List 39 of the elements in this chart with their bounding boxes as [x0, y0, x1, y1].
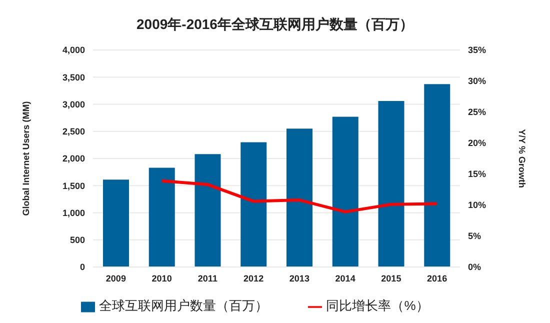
y-tick-label: 1,000 [62, 208, 85, 218]
y2-tick-label: 15% [468, 169, 486, 180]
x-tick-label: 2014 [335, 273, 356, 284]
y2-tick-label: 35% [468, 45, 486, 56]
bar [424, 84, 450, 267]
y2-tick-label: 30% [468, 76, 486, 86]
y-tick-label: 500 [70, 235, 85, 246]
line-series [160, 179, 439, 214]
y2-tick-label: 25% [468, 107, 486, 118]
bar [240, 142, 267, 267]
y2-tick-label: 0% [468, 262, 482, 272]
bar [148, 168, 175, 267]
bar [103, 180, 129, 267]
x-tick-label: 2013 [289, 273, 310, 284]
y2-tick-label: 10% [468, 200, 486, 210]
x-tick-label: 2009 [106, 273, 126, 284]
x-tick-label: 2012 [244, 273, 264, 284]
chart-title: 2009年-2016年全球互联网用户数量（百万） [136, 15, 414, 34]
y-tick-label: 3,000 [62, 99, 85, 110]
y-tick-label: 3,500 [62, 72, 85, 82]
y-tick-label: 1,500 [62, 180, 85, 191]
y-tick-label: 4,000 [62, 45, 85, 56]
x-tick-label: 2011 [198, 273, 218, 284]
legend-label: 全球互联网用户数量（百万） [99, 298, 268, 313]
bar [286, 128, 312, 267]
y2-tick-label: 5% [468, 231, 482, 242]
y-tick-label: 0 [80, 262, 85, 272]
x-tick-label: 2016 [427, 273, 448, 284]
y-tick-label: 2,000 [62, 154, 85, 164]
bar [194, 154, 221, 267]
bar [378, 100, 404, 267]
legend-label: 同比增长率（%） [326, 298, 429, 313]
y-axis-title: Global Internet Users (MM) [21, 101, 32, 216]
y2-tick-label: 20% [468, 138, 486, 148]
x-tick-label: 2015 [381, 273, 402, 284]
y-tick-label: 2,500 [62, 126, 85, 137]
bar [332, 116, 358, 267]
x-tick-label: 2010 [152, 273, 172, 284]
y2-axis-title: Y/Y % Growth [516, 129, 527, 188]
